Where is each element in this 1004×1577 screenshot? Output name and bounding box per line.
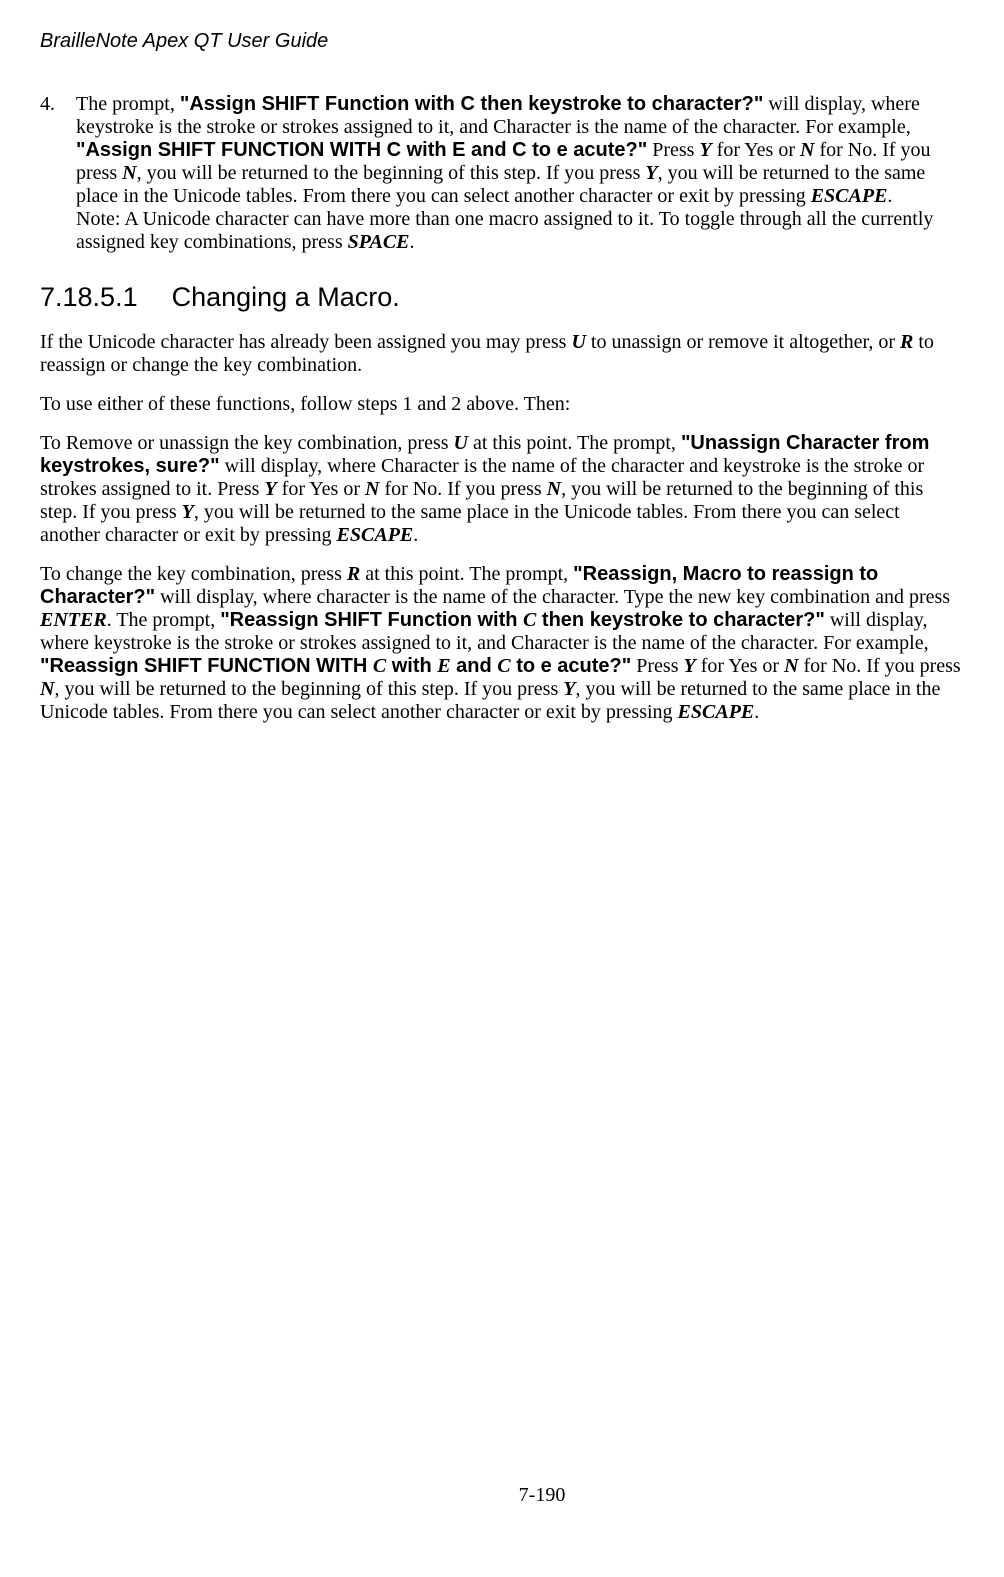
section-title: Changing a Macro. — [172, 282, 400, 312]
key: Y — [264, 478, 276, 500]
text: . — [410, 231, 415, 253]
key: C — [373, 655, 386, 677]
key: C — [523, 609, 536, 631]
key: U — [571, 331, 585, 353]
text: The prompt, — [76, 93, 180, 115]
page: BrailleNote Apex QT User Guide 4. The pr… — [40, 30, 964, 1537]
paragraph: If the Unicode character has already bee… — [40, 331, 964, 377]
key: N — [40, 678, 54, 700]
key: N — [800, 139, 814, 161]
key: N — [365, 478, 379, 500]
key: U — [454, 432, 468, 454]
key: ESCAPE — [678, 701, 755, 723]
text: for No. If you press — [799, 655, 961, 677]
key: N — [122, 162, 136, 184]
prompt-text: "Assign SHIFT FUNCTION WITH C with E and… — [76, 139, 647, 161]
key: SPACE — [348, 231, 410, 253]
text: To Remove or unassign the key combinatio… — [40, 432, 454, 454]
text: for Yes or — [712, 139, 800, 161]
prompt-text: and — [451, 655, 498, 677]
section-number: 7.18.5.1 — [40, 282, 138, 313]
key: R — [347, 563, 360, 585]
key: N — [784, 655, 798, 677]
prompt-text: then keystroke to character?" — [536, 609, 824, 631]
key: Y — [182, 501, 194, 523]
text: for Yes or — [277, 478, 365, 500]
text: . The prompt, — [107, 609, 221, 631]
key: E — [437, 655, 450, 677]
text: If the Unicode character has already bee… — [40, 331, 571, 353]
prompt-text: "Reassign SHIFT Function with — [220, 609, 523, 631]
text: will display, where character is the nam… — [155, 586, 950, 608]
note-text: Note: A Unicode character can have more … — [76, 208, 933, 253]
text: for No. If you press — [379, 478, 546, 500]
text: . — [413, 524, 418, 546]
paragraph: To use either of these functions, follow… — [40, 393, 964, 416]
text: at this point. The prompt, — [360, 563, 573, 585]
list-number: 4. — [40, 93, 76, 254]
page-number: 7-190 — [40, 1484, 1004, 1507]
text: , you will be returned to the beginning … — [137, 162, 646, 184]
paragraph: To change the key combination, press R a… — [40, 563, 964, 724]
paragraph: To Remove or unassign the key combinatio… — [40, 432, 964, 547]
prompt-text: "Reassign SHIFT FUNCTION WITH — [40, 655, 373, 677]
numbered-list-item: 4. The prompt, "Assign SHIFT Function wi… — [40, 93, 964, 254]
text: . — [754, 701, 759, 723]
header-title: BrailleNote Apex QT User Guide — [40, 30, 964, 53]
key: ESCAPE — [337, 524, 414, 546]
text: Press — [647, 139, 699, 161]
prompt-text: with — [386, 655, 437, 677]
key: Y — [684, 655, 696, 677]
key: Y — [645, 162, 657, 184]
key: ESCAPE — [811, 185, 888, 207]
prompt-text: to e acute?" — [511, 655, 632, 677]
text: to unassign or remove it altogether, or — [586, 331, 900, 353]
key: ENTER — [40, 609, 107, 631]
list-body: The prompt, "Assign SHIFT Function with … — [76, 93, 964, 254]
key: N — [547, 478, 561, 500]
text: To change the key combination, press — [40, 563, 347, 585]
text: Press — [631, 655, 683, 677]
key: Y — [699, 139, 711, 161]
text: for Yes or — [696, 655, 784, 677]
text: . — [887, 185, 892, 207]
section-heading: 7.18.5.1 Changing a Macro. — [40, 282, 964, 313]
text: at this point. The prompt, — [468, 432, 681, 454]
key: Y — [563, 678, 575, 700]
prompt-text: "Assign SHIFT Function with C then keyst… — [180, 93, 764, 115]
text: , you will be returned to the beginning … — [54, 678, 563, 700]
key: R — [900, 331, 913, 353]
key: C — [497, 655, 510, 677]
